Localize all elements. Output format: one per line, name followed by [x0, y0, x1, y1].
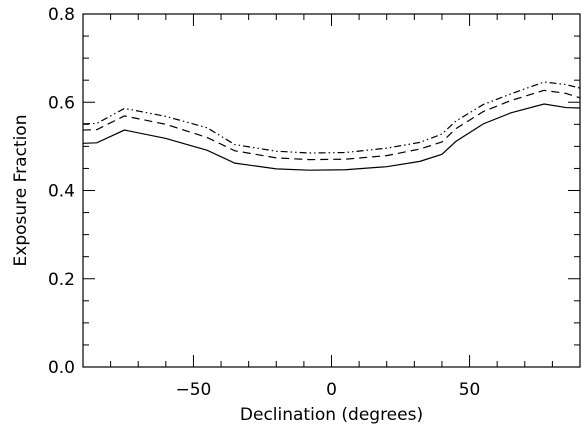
y-tick-label: 0.8: [48, 5, 75, 25]
x-tick-label: 50: [459, 380, 481, 400]
y-tick-label: 0.2: [48, 270, 75, 290]
x-axis-title: Declination (degrees): [240, 405, 423, 425]
plot-border: [82, 13, 581, 368]
y-tick-label: 0.6: [48, 93, 75, 113]
y-tick-label: 0.0: [48, 358, 75, 378]
x-axis-ticks: −50 0 50: [110, 14, 581, 400]
series-line-solid: [82, 103, 581, 171]
y-axis-ticks: 0.0 0.2 0.4 0.6 0.8: [48, 5, 580, 378]
series-line-dashed: [82, 89, 581, 161]
x-tick-label: −50: [175, 380, 211, 400]
x-tick-label: 0: [326, 380, 337, 400]
y-tick-label: 0.4: [48, 182, 75, 202]
series-group: [82, 81, 581, 171]
plot-frame: [82, 13, 581, 368]
series-line-dash-dot-dot: [82, 81, 581, 154]
y-axis-title: Exposure Fraction: [11, 115, 31, 267]
